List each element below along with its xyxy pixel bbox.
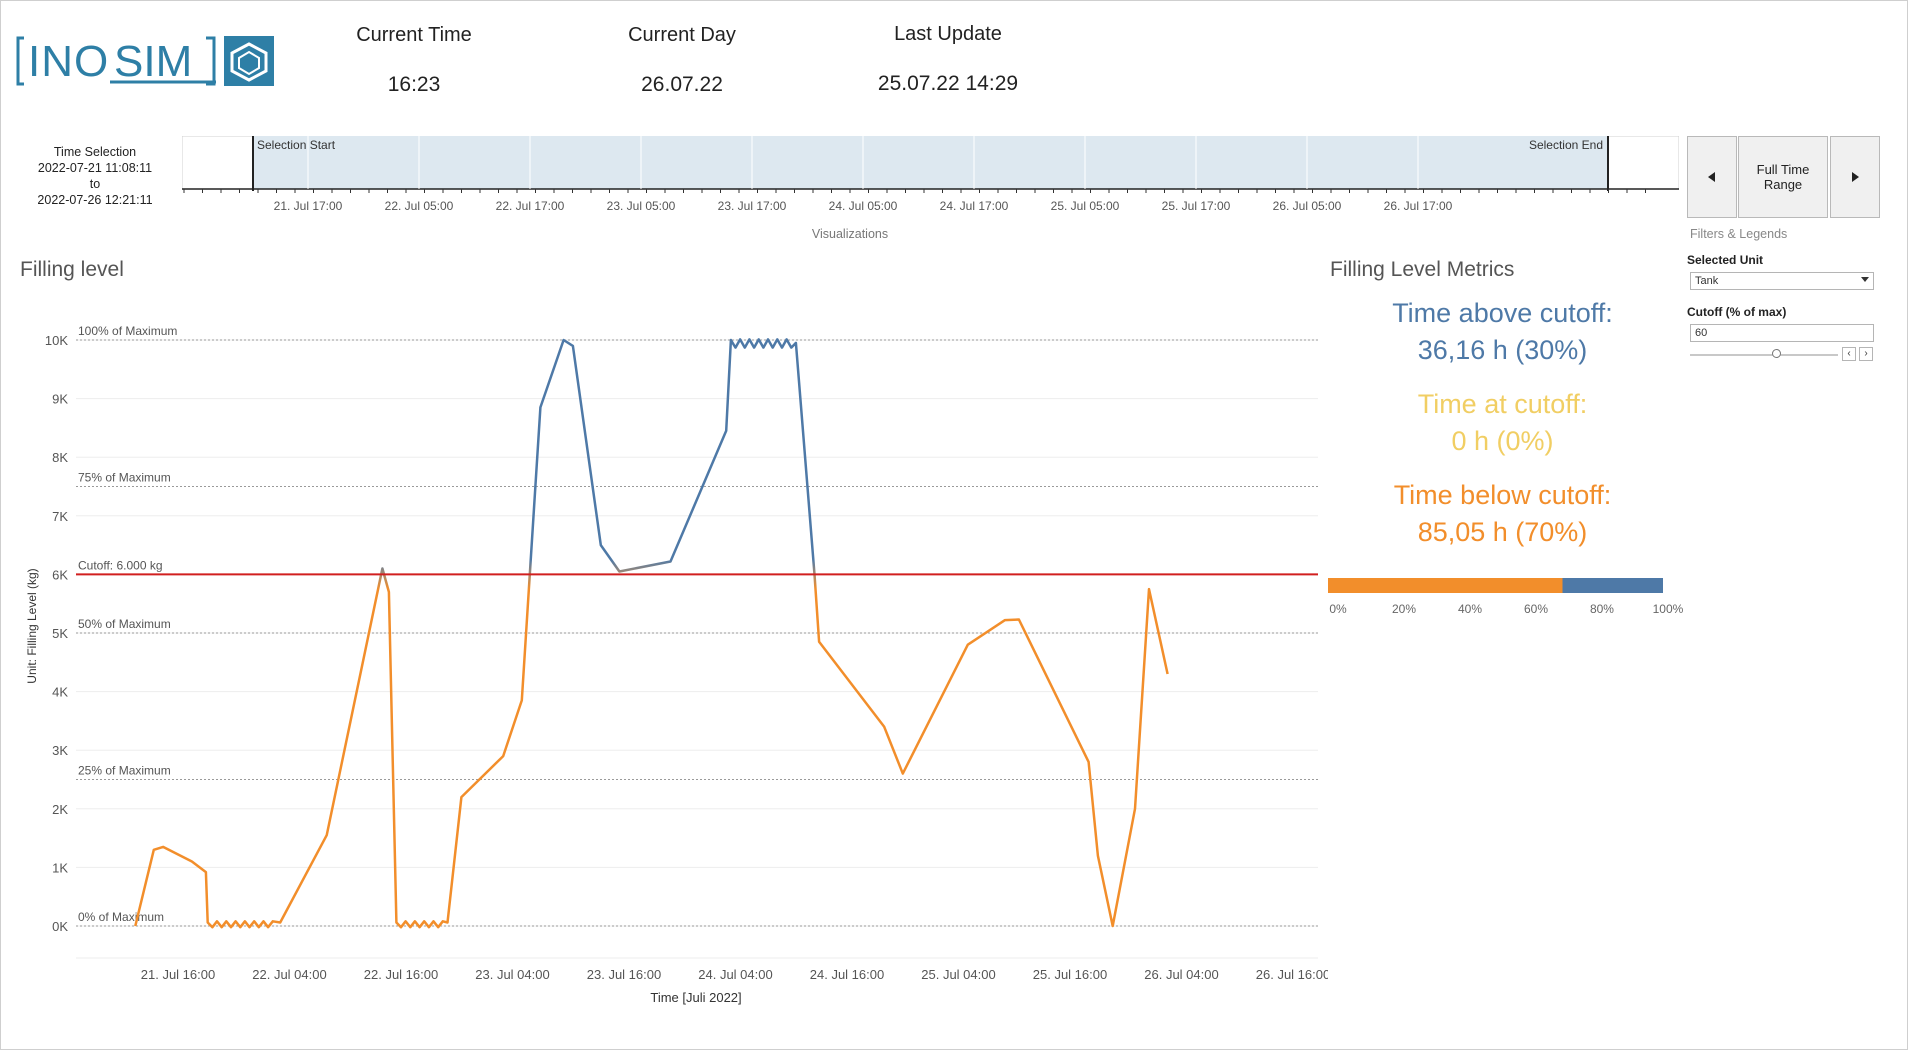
current-time-label: Current Time	[356, 24, 472, 46]
current-time-value: 16:23	[387, 73, 441, 96]
bar-tick-label: 0%	[1329, 602, 1347, 616]
selection-start-label: Selection Start	[257, 138, 336, 152]
metrics-title: Filling Level Metrics	[1330, 258, 1515, 281]
y-tick-label: 8K	[52, 450, 68, 465]
cutoff-input[interactable]: 60	[1690, 324, 1874, 342]
time-below-value: 85,05 h (70%)	[1417, 517, 1588, 547]
inosim-logo: INO SIM	[16, 36, 274, 86]
time-below-cutoff: Time below cutoff: 85,05 h (70%)	[1335, 477, 1670, 551]
timeline-tick-label: 22. Jul 05:00	[385, 199, 454, 213]
y-tick-label: 2K	[52, 802, 68, 817]
timeline-tick-label: 24. Jul 05:00	[829, 199, 898, 213]
y-tick-label: 10K	[45, 333, 68, 348]
x-tick-label: 22. Jul 04:00	[252, 967, 326, 982]
bar-tick-label: 20%	[1392, 602, 1416, 616]
current-day-label: Current Day	[628, 24, 736, 46]
logo-text-sim: SIM	[114, 37, 192, 86]
reference-line-label: 100% of Maximum	[78, 324, 177, 338]
timeline-tick-label: 25. Jul 05:00	[1051, 199, 1120, 213]
timeline-tick-label: 26. Jul 17:00	[1384, 199, 1453, 213]
timeline-tick-label: 25. Jul 17:00	[1162, 199, 1231, 213]
triangle-left-icon	[1708, 172, 1715, 182]
bar-tick-label: 40%	[1458, 602, 1482, 616]
time-selection-label: Time Selection 2022-07-21 11:08:11 to 20…	[20, 144, 170, 208]
filling-level-line	[134, 338, 1169, 929]
time-selection-start: 2022-07-21 11:08:11	[37, 161, 153, 175]
time-above-cutoff: Time above cutoff: 36,16 h (30%)	[1335, 295, 1670, 369]
above-cutoff-bar	[1562, 578, 1663, 593]
y-tick-label: 7K	[52, 509, 68, 524]
y-tick-label: 6K	[52, 567, 68, 582]
x-tick-label: 25. Jul 16:00	[1033, 967, 1107, 982]
timeline-tick-label: 26. Jul 05:00	[1273, 199, 1342, 213]
time-at-label: Time at cutoff:	[1417, 389, 1588, 419]
selected-unit-label: Selected Unit	[1687, 253, 1764, 267]
time-selection-to: to	[89, 177, 101, 191]
cutoff-slider-track[interactable]	[1690, 354, 1838, 356]
time-selection-title: Time Selection	[53, 145, 137, 159]
filters-legends-label: Filters & Legends	[1690, 227, 1788, 241]
cutoff-share-bar: 0% 20% 40% 60% 80% 100%	[1328, 578, 1684, 616]
cutoff-label: Cutoff (% of max)	[1687, 305, 1787, 319]
x-tick-label: 24. Jul 04:00	[698, 967, 772, 982]
timeline-tick-label: 24. Jul 17:00	[940, 199, 1009, 213]
cutoff-label: Cutoff: 6.000 kg	[78, 558, 163, 572]
time-at-value: 0 h (0%)	[1451, 426, 1554, 456]
bar-tick-label: 60%	[1524, 602, 1548, 616]
selected-unit-value: Tank	[1695, 275, 1719, 287]
x-tick-label: 26. Jul 16:00	[1256, 967, 1328, 982]
x-tick-label: 21. Jul 16:00	[141, 967, 215, 982]
selected-unit-dropdown[interactable]: Tank	[1690, 272, 1874, 290]
below-cutoff-bar	[1328, 578, 1563, 593]
chevron-down-icon	[1861, 277, 1869, 282]
last-update-value: 25.07.22 14:29	[877, 72, 1019, 95]
bar-tick-label: 100%	[1653, 602, 1684, 616]
time-range-slider[interactable]: Selection Start Selection End 21. Jul 17…	[182, 136, 1679, 217]
x-tick-label: 25. Jul 04:00	[921, 967, 995, 982]
triangle-right-icon	[1852, 172, 1859, 182]
reference-line-label: 50% of Maximum	[78, 617, 171, 631]
x-axis-label: Time [Juli 2022]	[650, 990, 741, 1005]
bar-tick-label: 80%	[1590, 602, 1614, 616]
prev-range-button[interactable]	[1687, 136, 1737, 218]
x-tick-label: 23. Jul 04:00	[475, 967, 549, 982]
full-time-range-button[interactable]: Full Time Range	[1738, 136, 1828, 218]
chevron-left-icon[interactable]: ‹	[1842, 347, 1856, 361]
time-above-value: 36,16 h (30%)	[1417, 335, 1588, 365]
filling-level-title: Filling level	[20, 258, 124, 281]
reference-line-label: 25% of Maximum	[78, 764, 171, 778]
timeline-tick-label: 22. Jul 17:00	[496, 199, 565, 213]
timeline-tick-label: 23. Jul 17:00	[718, 199, 787, 213]
time-below-label: Time below cutoff:	[1393, 480, 1612, 510]
selection-end-label: Selection End	[1529, 138, 1603, 152]
timeline-tick-label: 21. Jul 17:00	[274, 199, 343, 213]
y-axis-label: Unit: Filling Level (kg)	[25, 568, 39, 683]
time-selection-end: 2022-07-26 12:21:11	[37, 193, 153, 207]
y-tick-label: 3K	[52, 743, 68, 758]
visualizations-label: Visualizations	[811, 227, 889, 241]
reference-line-label: 75% of Maximum	[78, 471, 171, 485]
x-tick-label: 24. Jul 16:00	[810, 967, 884, 982]
reference-line-label: 0% of Maximum	[78, 910, 164, 924]
y-tick-label: 0K	[52, 919, 68, 934]
y-tick-label: 4K	[52, 685, 68, 700]
y-tick-label: 5K	[52, 626, 68, 641]
x-tick-label: 22. Jul 16:00	[364, 967, 438, 982]
time-at-cutoff: Time at cutoff: 0 h (0%)	[1335, 386, 1670, 460]
last-update-label: Last Update	[894, 23, 1002, 45]
chevron-right-icon[interactable]: ›	[1859, 347, 1873, 361]
timeline-tick-label: 23. Jul 05:00	[607, 199, 676, 213]
time-above-label: Time above cutoff:	[1392, 298, 1613, 328]
y-tick-label: 9K	[52, 392, 68, 407]
current-day-value: 26.07.22	[641, 73, 723, 96]
cutoff-slider-thumb[interactable]	[1772, 349, 1781, 358]
x-tick-label: 23. Jul 16:00	[587, 967, 661, 982]
x-tick-label: 26. Jul 04:00	[1144, 967, 1218, 982]
next-range-button[interactable]	[1830, 136, 1880, 218]
filling-level-chart: 100% of Maximum 75% of Maximum 50% of Maxi…	[25, 324, 1328, 1005]
y-tick-label: 1K	[52, 860, 68, 875]
logo-text-ino: INO	[28, 37, 109, 86]
